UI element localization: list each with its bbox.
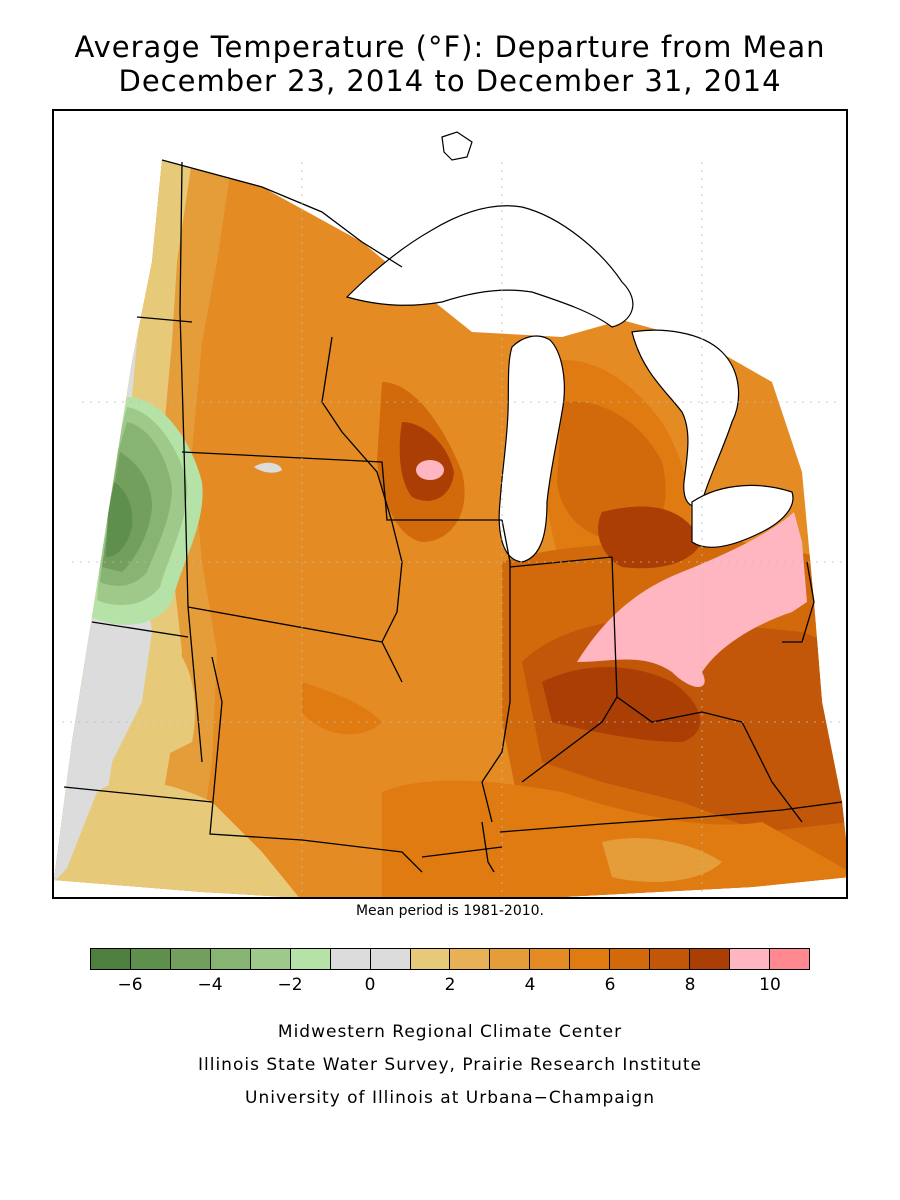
legend-tick-labels: −6 −4 −2 0 2 4 6 8 10 xyxy=(90,975,810,995)
legend-swatch xyxy=(130,949,171,969)
legend-color-bar xyxy=(90,948,810,970)
legend-tick-label: 0 xyxy=(364,975,376,995)
legend-swatch xyxy=(410,949,451,969)
legend-swatch xyxy=(570,949,611,969)
map-title-line-1: Average Temperature (°F): Departure from… xyxy=(74,30,826,64)
legend-swatch xyxy=(450,949,491,969)
credit-line-3: University of Illinois at Urbana−Champai… xyxy=(245,1088,655,1108)
credit-line-1: Midwestern Regional Climate Center xyxy=(277,1022,623,1042)
graticule xyxy=(62,162,846,897)
legend-swatch xyxy=(210,949,251,969)
credit-line-2: Illinois State Water Survey, Prairie Res… xyxy=(198,1055,702,1075)
legend-swatch xyxy=(91,949,131,969)
legend-swatch xyxy=(530,949,571,969)
map-frame xyxy=(52,109,848,899)
legend-tick-label: −2 xyxy=(277,975,303,995)
color-legend xyxy=(90,948,810,970)
great-lakes xyxy=(345,131,794,563)
legend-swatch xyxy=(370,949,411,969)
legend-swatch xyxy=(250,949,291,969)
legend-swatch xyxy=(769,949,809,969)
legend-tick-label: 10 xyxy=(759,975,781,995)
legend-tick-label: −4 xyxy=(197,975,223,995)
legend-swatch xyxy=(490,949,531,969)
state-boundaries xyxy=(63,159,843,873)
mean-period-note: Mean period is 1981-2010. xyxy=(355,903,545,919)
legend-tick-label: 8 xyxy=(684,975,696,995)
legend-swatch xyxy=(610,949,651,969)
legend-swatch xyxy=(730,949,770,969)
legend-swatch xyxy=(290,949,331,969)
legend-swatch xyxy=(650,949,691,969)
legend-tick-label: 6 xyxy=(604,975,616,995)
legend-swatch xyxy=(330,949,371,969)
map-title-line-2: December 23, 2014 to December 31, 2014 xyxy=(118,64,782,98)
legend-tick-label: −6 xyxy=(117,975,143,995)
legend-tick-label: 4 xyxy=(524,975,536,995)
legend-swatch xyxy=(170,949,211,969)
legend-tick-label: 2 xyxy=(444,975,456,995)
legend-swatch xyxy=(690,949,730,969)
temperature-departure-map xyxy=(54,131,846,897)
